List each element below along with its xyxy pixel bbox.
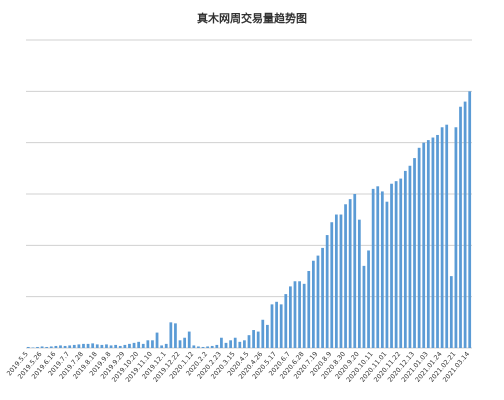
bar [431,137,435,348]
bar [31,347,35,348]
bar [68,345,72,348]
bar [302,283,306,348]
bar [339,214,343,348]
bar [334,214,338,348]
bar [353,194,357,348]
bar [417,147,421,348]
bar [178,340,182,348]
bar [59,345,62,348]
bar [413,158,416,348]
bar [445,124,449,348]
bar [224,342,228,348]
bar [463,101,467,348]
chart-title: 真木网周交易量趋势图 [197,11,307,25]
bar [54,345,58,348]
bar [243,340,246,348]
bar [399,178,403,348]
bar [183,337,187,348]
bar [91,343,95,348]
bar [201,346,205,348]
bar [330,222,334,348]
bar [229,340,232,348]
bar [109,345,113,348]
bar [256,331,260,348]
bar [40,346,44,348]
bar [206,346,209,348]
bar [151,340,154,348]
bar [426,140,430,348]
bar [316,255,320,348]
bar [390,183,393,348]
bar [403,170,407,348]
bar [187,331,191,348]
bar [298,281,301,348]
bar [128,343,131,348]
bar [307,271,311,348]
bar [362,265,366,348]
bar [422,142,426,348]
bar [275,301,278,348]
bar [376,186,380,348]
bar [174,323,177,348]
bar [449,276,453,348]
bar [293,281,297,348]
bar [77,344,81,348]
bar [289,286,292,348]
bar [26,346,30,348]
bar [371,188,375,348]
bar [169,322,173,348]
bar [155,332,159,348]
bar [63,345,67,348]
bar [95,344,99,348]
bar [49,346,53,348]
bar [105,344,108,348]
bar [146,340,150,348]
bar [459,106,462,348]
bar [164,343,168,348]
bar [132,342,136,348]
bar [348,199,352,348]
bar [82,343,85,348]
bar [36,346,39,348]
bar [311,260,315,348]
bar [45,346,49,348]
bar [72,344,76,348]
bar [468,91,472,348]
bar [367,250,370,348]
bar [344,204,347,348]
bar [238,341,242,348]
bar [197,346,200,348]
bar [270,304,274,348]
bar [114,344,118,348]
bar [284,294,288,348]
bar [247,335,251,348]
bar [86,343,90,348]
bar [215,344,219,348]
bar [408,165,412,348]
bar [380,191,384,348]
bar [123,344,127,348]
bar [141,343,145,348]
bar [440,127,444,349]
bar [454,127,458,349]
bar [252,330,255,348]
bar [137,341,141,348]
bar [357,219,361,348]
bar [321,247,324,348]
bar [266,324,269,348]
bar [436,134,439,348]
bar [210,345,214,348]
bar [261,319,265,348]
bar [233,337,237,348]
bar [100,344,104,348]
bar [394,181,398,348]
bar [160,345,164,348]
bar [192,345,196,348]
bar [118,345,122,348]
bar [325,235,329,348]
bar [279,304,283,348]
bar [220,337,223,348]
bar [385,201,389,348]
